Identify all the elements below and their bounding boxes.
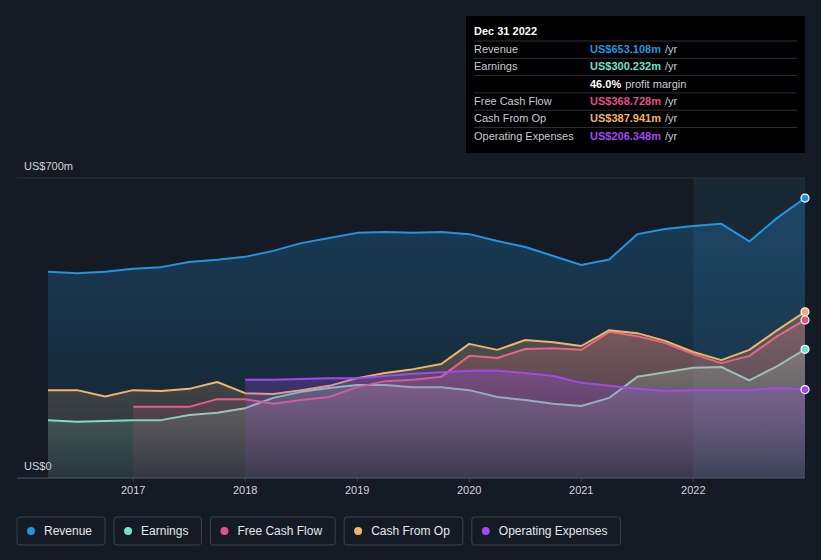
x-tick-label: 2019 xyxy=(345,484,369,496)
tooltip-box xyxy=(466,16,805,153)
legend-swatch xyxy=(354,527,362,535)
x-tick-label: 2021 xyxy=(569,484,593,496)
tooltip-value: US$300.232m xyxy=(590,60,661,72)
legend-item[interactable]: Cash From Op xyxy=(344,517,463,545)
x-tick-label: 2022 xyxy=(681,484,705,496)
legend-label: Earnings xyxy=(141,524,188,538)
tooltip-value: US$387.941m xyxy=(590,112,661,124)
grid-line xyxy=(17,178,805,179)
x-tick-label: 2018 xyxy=(233,484,257,496)
tooltip-unit: profit margin xyxy=(625,78,686,90)
legend-swatch xyxy=(482,527,490,535)
x-tick-label: 2020 xyxy=(457,484,481,496)
y-tick-label: US$700m xyxy=(24,160,73,172)
series-area xyxy=(48,312,805,478)
tooltip-value: US$206.348m xyxy=(590,130,661,142)
chart: US$0 US$700m 2017 2018 2019 2020 2021 2022 Dec 3… xyxy=(0,0,821,560)
tooltip-separator xyxy=(474,127,797,128)
series-area xyxy=(48,198,805,478)
tooltip-separator xyxy=(474,110,797,111)
legend-swatch xyxy=(27,527,35,535)
tooltip-value: US$368.728m xyxy=(590,95,661,107)
x-tick xyxy=(693,478,694,482)
legend-item[interactable]: Revenue xyxy=(17,517,105,545)
legend-box xyxy=(114,517,201,545)
tooltip-value: 46.0% xyxy=(590,78,621,90)
series-line xyxy=(245,371,805,391)
end-marker xyxy=(801,386,809,394)
x-tick xyxy=(245,478,246,482)
x-tick-label: 2017 xyxy=(121,484,145,496)
tooltip-label: Earnings xyxy=(474,60,518,72)
tooltip-unit: /yr xyxy=(665,43,678,55)
tooltip-label: Revenue xyxy=(474,43,518,55)
legend-box xyxy=(17,517,105,545)
tooltip-unit: /yr xyxy=(665,112,678,124)
background xyxy=(0,0,821,560)
legend-item[interactable]: Operating Expenses xyxy=(472,517,621,545)
end-marker xyxy=(801,316,809,324)
legend-item[interactable]: Earnings xyxy=(114,517,201,545)
series-area xyxy=(245,371,805,478)
x-tick xyxy=(469,478,470,482)
plot-area xyxy=(48,198,805,478)
legend-swatch xyxy=(124,527,132,535)
legend-label: Cash From Op xyxy=(371,524,450,538)
end-marker xyxy=(801,345,809,353)
legend-swatch xyxy=(220,527,228,535)
end-marker xyxy=(801,194,809,202)
legend-box xyxy=(344,517,463,545)
y-tick-label: US$0 xyxy=(24,460,52,472)
series-line xyxy=(48,198,805,273)
tooltip-unit: /yr xyxy=(665,130,678,142)
end-marker xyxy=(801,308,809,316)
tooltip-title: Dec 31 2022 xyxy=(474,25,537,37)
tooltip-label: Free Cash Flow xyxy=(474,95,552,107)
tooltip-value: US$653.108m xyxy=(590,43,661,55)
tooltip-separator xyxy=(474,41,797,42)
tooltip-label: Cash From Op xyxy=(474,112,546,124)
tooltip-separator xyxy=(474,58,797,59)
tooltip-separator xyxy=(474,75,797,76)
x-tick xyxy=(581,478,582,482)
legend-box xyxy=(210,517,335,545)
tooltip-unit: /yr xyxy=(665,95,678,107)
legend-label: Free Cash Flow xyxy=(237,524,322,538)
legend-label: Operating Expenses xyxy=(499,524,608,538)
x-tick xyxy=(133,478,134,482)
tooltip-label: Operating Expenses xyxy=(474,130,574,142)
tooltip-separator xyxy=(474,92,797,93)
tooltip-unit: /yr xyxy=(665,60,678,72)
legend-box xyxy=(472,517,621,545)
legend-label: Revenue xyxy=(44,524,92,538)
legend-item[interactable]: Free Cash Flow xyxy=(210,517,335,545)
x-tick xyxy=(357,478,358,482)
